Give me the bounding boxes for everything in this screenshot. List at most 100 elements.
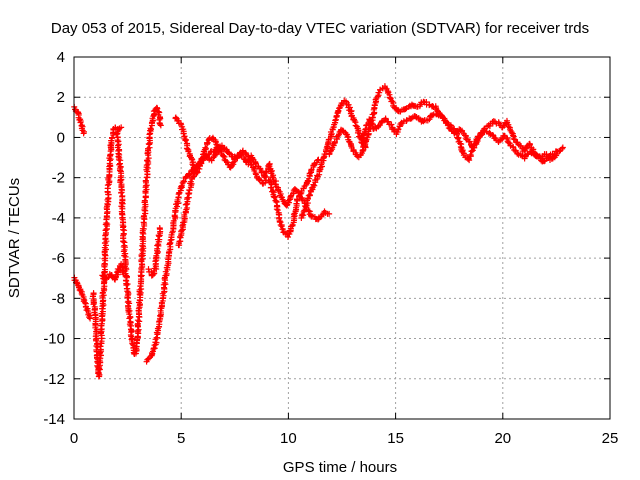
data-point [126, 315, 133, 322]
y-tick-label: -2 [52, 170, 65, 187]
data-point [179, 222, 186, 229]
data-point [285, 234, 292, 241]
data-point [315, 156, 322, 163]
x-tick-label: 0 [70, 430, 78, 447]
data-point [366, 116, 373, 123]
data-point [115, 141, 122, 148]
data-point [236, 152, 243, 159]
chart-title: Day 053 of 2015, Sidereal Day-to-day VTE… [51, 20, 589, 37]
data-point [366, 116, 373, 123]
data-point [467, 151, 474, 158]
y-tick-label: 4 [57, 49, 65, 66]
x-tick-label: 15 [387, 430, 404, 447]
data-point [93, 337, 100, 344]
y-tick-label: -14 [43, 411, 65, 428]
data-point [553, 148, 560, 155]
data-point [86, 314, 93, 321]
data-point [87, 315, 94, 322]
data-point [466, 138, 473, 145]
data-points [71, 83, 566, 380]
data-point [97, 349, 104, 356]
data-point [203, 145, 210, 152]
data-point [157, 122, 164, 129]
data-point [94, 344, 101, 351]
data-point [120, 238, 127, 245]
x-tick-label: 25 [602, 430, 619, 447]
data-point [120, 226, 127, 233]
y-tick-label: -6 [52, 250, 65, 267]
data-point [426, 116, 433, 123]
data-point [372, 124, 379, 131]
data-point [514, 150, 521, 157]
y-tick-label: -8 [52, 290, 65, 307]
data-point [104, 182, 111, 189]
data-point [128, 327, 135, 334]
data-point [121, 252, 128, 259]
data-point [104, 221, 111, 228]
y-tick-label: -4 [52, 210, 65, 227]
data-point [326, 210, 333, 217]
data-point [187, 178, 194, 185]
data-point [204, 139, 211, 146]
data-point [374, 93, 381, 100]
data-point [427, 113, 434, 120]
data-point [271, 194, 278, 201]
data-point [157, 115, 164, 122]
data-point [510, 132, 517, 139]
data-point [118, 124, 125, 131]
data-point [306, 191, 313, 198]
data-point [376, 89, 383, 96]
data-point [412, 113, 419, 120]
data-point [278, 223, 285, 230]
data-point [197, 158, 204, 165]
data-point [117, 167, 124, 174]
data-point [441, 117, 448, 124]
data-point [503, 134, 510, 141]
x-tick-label: 10 [280, 430, 297, 447]
y-tick-label: 0 [57, 129, 65, 146]
data-point [142, 177, 149, 184]
data-point [189, 161, 196, 168]
data-point [80, 130, 87, 137]
data-point [395, 126, 402, 133]
data-point [78, 290, 85, 297]
data-point [77, 287, 84, 294]
data-point [269, 173, 276, 180]
data-point [274, 207, 281, 214]
data-point [470, 142, 477, 149]
series-sdtvar [71, 83, 566, 380]
data-point [135, 326, 142, 333]
axis-ticks: 0 5 10 15 20 25 -14 -12 -10 -8 -6 -4 -2 0 2 4 [43, 49, 618, 447]
data-point [153, 334, 160, 341]
data-point [541, 158, 548, 165]
data-point [489, 131, 496, 138]
data-point [90, 293, 97, 300]
data-point [297, 190, 304, 197]
data-point [385, 118, 392, 125]
data-point [183, 136, 190, 143]
data-point [146, 131, 153, 138]
data-point [138, 265, 145, 272]
data-point [141, 197, 148, 204]
data-point [511, 136, 518, 143]
data-point [388, 121, 395, 128]
data-point [124, 294, 131, 301]
grid-lines [74, 57, 610, 419]
data-point [113, 131, 120, 138]
data-point [327, 147, 334, 154]
data-point [156, 224, 163, 231]
data-point [81, 299, 88, 306]
data-point [273, 206, 280, 213]
data-point [429, 112, 436, 119]
data-point [90, 301, 97, 308]
data-point [268, 184, 275, 191]
data-point [332, 117, 339, 124]
data-point [510, 135, 517, 142]
data-point [528, 150, 535, 157]
data-point [486, 129, 493, 136]
y-axis-label: SDTVAR / TECUs [6, 178, 23, 298]
data-point [245, 153, 252, 160]
plot-frame [73, 56, 611, 420]
data-point [134, 317, 141, 324]
